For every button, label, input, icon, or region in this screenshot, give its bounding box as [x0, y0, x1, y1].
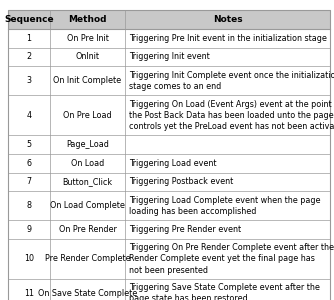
Bar: [8, 66, 330, 95]
Text: Triggering Pre Render event: Triggering Pre Render event: [129, 225, 241, 234]
Bar: [8, 191, 330, 220]
Text: 2: 2: [26, 52, 31, 62]
Text: 10: 10: [24, 254, 34, 263]
Bar: [8, 135, 330, 154]
Text: On Load Complete: On Load Complete: [50, 201, 125, 210]
Text: On Load: On Load: [71, 159, 104, 168]
Bar: [8, 47, 330, 66]
Text: OnInit: OnInit: [75, 52, 100, 62]
Text: Triggering Init Complete event once the initialization
stage comes to an end: Triggering Init Complete event once the …: [129, 71, 334, 91]
Text: On Save State Complete: On Save State Complete: [38, 289, 137, 298]
Text: 8: 8: [26, 201, 31, 210]
Text: 11: 11: [24, 289, 34, 298]
Text: 3: 3: [26, 76, 31, 85]
Text: Notes: Notes: [213, 15, 242, 24]
Text: Triggering Pre Init event in the initialization stage: Triggering Pre Init event in the initial…: [129, 34, 327, 43]
Text: Triggering Load event: Triggering Load event: [129, 159, 216, 168]
Text: On Pre Load: On Pre Load: [63, 111, 112, 120]
Bar: [8, 10, 330, 29]
Text: Triggering On Load (Event Args) event at the point when
the Post Back Data has b: Triggering On Load (Event Args) event at…: [129, 100, 334, 131]
Text: Pre Render Complete: Pre Render Complete: [45, 254, 130, 263]
Bar: [8, 29, 330, 47]
Text: Triggering Postback event: Triggering Postback event: [129, 177, 233, 186]
Text: Triggering Load Complete event when the page
loading has been accomplished: Triggering Load Complete event when the …: [129, 196, 321, 216]
Text: 5: 5: [26, 140, 31, 149]
Bar: [8, 279, 330, 300]
Text: Page_Load: Page_Load: [66, 140, 109, 149]
Text: Method: Method: [68, 15, 107, 24]
Text: Triggering Init event: Triggering Init event: [129, 52, 210, 62]
Text: On Init Complete: On Init Complete: [53, 76, 122, 85]
Text: Button_Click: Button_Click: [62, 177, 113, 186]
Text: Sequence: Sequence: [4, 15, 54, 24]
Text: 9: 9: [26, 225, 31, 234]
Bar: [8, 172, 330, 191]
Text: Triggering On Pre Render Complete event after the Pre
Render Complete event yet : Triggering On Pre Render Complete event …: [129, 243, 334, 274]
Text: 7: 7: [26, 177, 31, 186]
Bar: [8, 239, 330, 279]
Text: Triggering Save State Complete event after the
page state has been restored: Triggering Save State Complete event aft…: [129, 283, 320, 300]
Text: 6: 6: [26, 159, 31, 168]
Bar: [8, 220, 330, 239]
Text: On Pre Init: On Pre Init: [66, 34, 109, 43]
Bar: [8, 95, 330, 135]
Text: On Pre Render: On Pre Render: [58, 225, 117, 234]
Text: 1: 1: [26, 34, 31, 43]
Text: 4: 4: [26, 111, 31, 120]
Bar: [8, 154, 330, 172]
